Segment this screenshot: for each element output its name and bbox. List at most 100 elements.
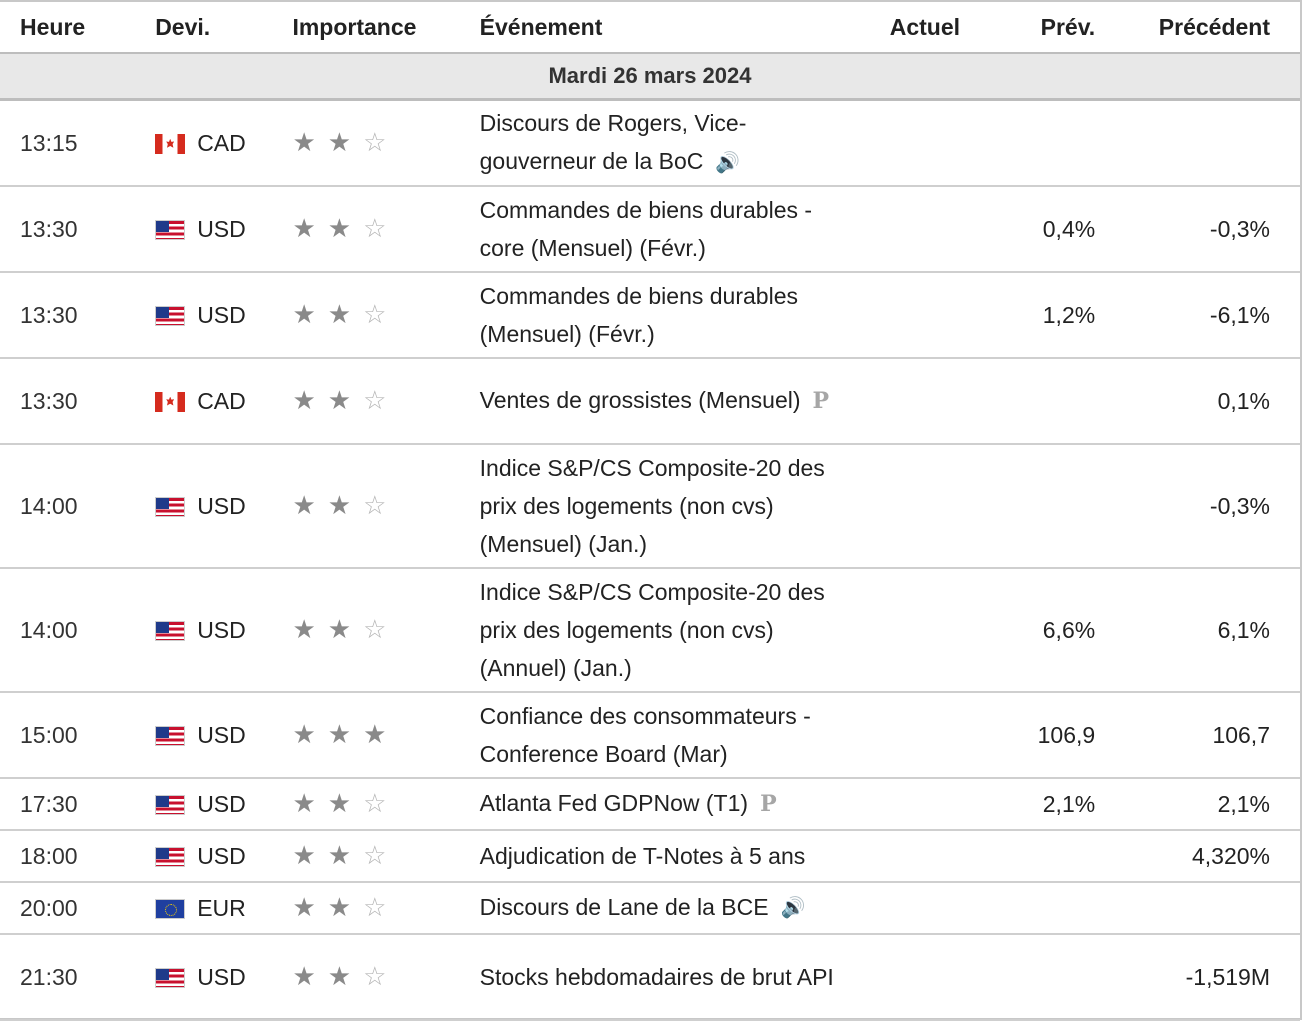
header-row: Heure Devi. Importance Événement Actuel … [0,0,1300,53]
table-row[interactable]: 14:00 USD ★★☆ Indice S&P/CS Composite-20 de… [0,443,1300,569]
event-name-link[interactable]: Confiance des consommateurs - Conference… [479,702,811,767]
event-time: 20:00 [0,881,136,935]
star-filled-icon: ★ [292,960,328,991]
table-row[interactable]: 13:30 CAD ★★☆ Ventes de grossistes (Mensuel… [0,357,1300,445]
event-name-link[interactable]: Commandes de biens durables - core (Mens… [479,196,813,261]
table-row[interactable]: 17:30 USD ★★☆ Atlanta Fed GDPNow (T1) P 2,1% 2… [0,777,1300,831]
event-time: 21:30 [0,933,136,1021]
event-importance: ★★☆ [272,99,460,187]
star-empty-icon: ☆ [363,298,399,329]
table-row[interactable]: 13:30 USD ★★☆ Commandes de biens durables -… [0,185,1300,273]
event-previous: -0,3% [1125,443,1300,569]
event-previous [1125,99,1300,187]
flag-usa-icon [155,219,186,240]
event-actual [854,567,991,693]
flag-usa-icon [155,496,186,517]
importance-stars: ★★☆ [292,490,398,520]
table-row[interactable]: 15:00 USD ★★★ Confiance des consommateurs -… [0,691,1300,779]
event-name-link[interactable]: Discours de Lane de la BCE [479,893,769,920]
event-name-cell: Adjudication de T-Notes à 5 ans [459,829,855,883]
event-forecast: 0,4% [990,185,1126,273]
star-filled-icon: ★ [327,384,364,415]
event-currency: USD [135,691,273,779]
currency-code: USD [197,301,246,328]
event-previous: -0,3% [1125,185,1300,273]
preliminary-icon: P [812,388,830,415]
event-actual [854,357,991,445]
table-row[interactable]: 13:15 CAD ★★☆ Discours de Rogers, Vice-gouv… [0,99,1300,187]
currency-code: USD [197,842,246,869]
event-time: 14:00 [0,567,136,693]
star-filled-icon: ★ [327,839,364,870]
importance-stars: ★★☆ [292,788,398,818]
table-row[interactable]: 18:00 USD ★★☆ Adjudication de T-Notes à 5 a… [0,829,1300,883]
star-empty-icon: ☆ [363,489,399,520]
event-currency: USD [135,443,273,569]
event-name-link[interactable]: Indice S&P/CS Composite-20 des prix des … [479,578,825,681]
event-forecast [990,829,1126,883]
flag-usa-icon [155,846,186,867]
importance-stars: ★★☆ [292,961,398,991]
header-previous[interactable]: Précédent [1125,0,1300,53]
event-name-cell: Atlanta Fed GDPNow (T1) P [459,777,855,831]
importance-stars: ★★☆ [292,614,398,644]
table-row[interactable]: 21:30 USD ★★☆ Stocks hebdomadaires de brut … [0,933,1300,1021]
star-empty-icon: ☆ [363,126,399,157]
event-currency: USD [135,777,273,831]
importance-stars: ★★☆ [292,127,398,157]
event-name-cell: Stocks hebdomadaires de brut API [459,933,855,1021]
event-name-link[interactable]: Discours de Rogers, Vice-gouverneur de l… [479,109,747,174]
importance-stars: ★★☆ [292,299,398,329]
event-name-cell: Commandes de biens durables - core (Mens… [459,185,855,273]
event-actual [854,271,991,359]
flag-usa-icon [155,967,186,988]
flag-usa-icon [155,725,186,746]
importance-stars: ★★☆ [292,840,398,870]
header-forecast[interactable]: Prév. [990,0,1126,53]
event-previous: 106,7 [1125,691,1300,779]
event-currency: CAD [135,99,273,187]
event-importance: ★★☆ [272,357,460,445]
star-filled-icon: ★ [292,384,328,415]
event-forecast: 1,2% [990,271,1126,359]
header-importance[interactable]: Importance [272,0,460,53]
flag-usa-icon [155,305,186,326]
event-actual [854,933,991,1021]
table-row[interactable]: 20:00 EUR ★★☆ Discours de Lane de la BCE 🔊 [0,881,1300,935]
flag-canada-icon [155,133,186,154]
event-name-link[interactable]: Indice S&P/CS Composite-20 des prix des … [479,454,825,557]
event-time: 13:15 [0,99,136,187]
currency-code: USD [197,721,246,748]
event-importance: ★★☆ [272,567,460,693]
importance-stars: ★★★ [292,719,398,749]
star-empty-icon: ☆ [363,839,399,870]
star-filled-icon: ★ [327,718,364,749]
event-name-link[interactable]: Stocks hebdomadaires de brut API [479,963,834,990]
event-actual [854,777,991,831]
event-name-cell: Indice S&P/CS Composite-20 des prix des … [459,443,855,569]
event-name-link[interactable]: Adjudication de T-Notes à 5 ans [479,842,806,869]
event-forecast: 106,9 [990,691,1126,779]
star-filled-icon: ★ [292,891,328,922]
star-filled-icon: ★ [292,126,328,157]
event-name-link[interactable]: Commandes de biens durables (Mensuel) (F… [479,282,798,347]
event-currency: USD [135,185,273,273]
event-importance: ★★★ [272,691,460,779]
header-actual[interactable]: Actuel [854,0,991,53]
event-name-link[interactable]: Atlanta Fed GDPNow (T1) [479,789,749,816]
star-filled-icon: ★ [327,891,364,922]
flag-usa-icon [155,620,186,641]
table-row[interactable]: 14:00 USD ★★☆ Indice S&P/CS Composite-20 de… [0,567,1300,693]
event-currency: USD [135,933,273,1021]
event-name-cell: Discours de Rogers, Vice-gouverneur de l… [459,99,855,187]
event-currency: USD [135,271,273,359]
star-filled-icon: ★ [292,613,328,644]
event-name-cell: Discours de Lane de la BCE 🔊 [459,881,855,935]
header-time[interactable]: Heure [0,0,136,53]
star-filled-icon: ★ [292,787,328,818]
header-event[interactable]: Événement [459,0,855,53]
header-currency[interactable]: Devi. [135,0,273,53]
event-name-link[interactable]: Ventes de grossistes (Mensuel) [479,386,801,413]
table-row[interactable]: 13:30 USD ★★☆ Commandes de biens durables (… [0,271,1300,359]
